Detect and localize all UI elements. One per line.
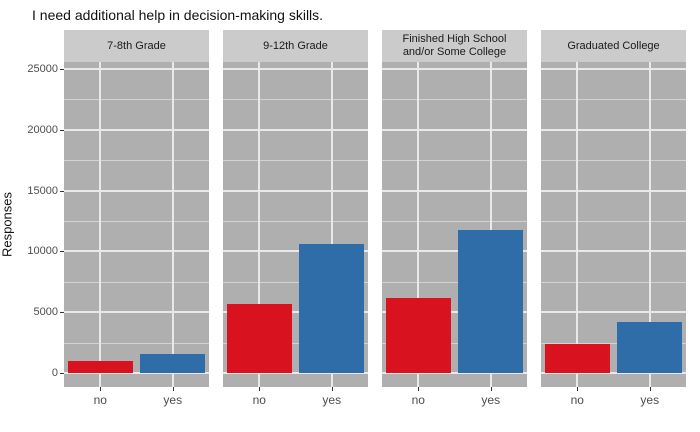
x-tick-label: no	[252, 393, 266, 407]
gridline-minor	[382, 221, 527, 222]
y-tick-label: 10000	[27, 245, 58, 258]
gridline-major	[382, 128, 527, 131]
y-tick-mark	[60, 129, 64, 131]
bar-no	[385, 297, 451, 373]
x-tick-label: no	[411, 393, 425, 407]
facet-panel	[382, 62, 527, 387]
gridline-minor	[382, 99, 527, 101]
gridline-major	[223, 128, 368, 131]
y-tick-label: 15000	[27, 184, 58, 197]
gridline-minor	[223, 281, 368, 283]
y-tick-mark	[60, 251, 64, 253]
gridline-major	[382, 68, 527, 70]
gridline-minor	[64, 221, 209, 222]
gridline-major	[64, 250, 209, 253]
gridline-major	[223, 250, 368, 253]
gridline-vertical	[330, 62, 333, 387]
gridline-minor	[541, 99, 686, 101]
gridline-minor	[382, 281, 527, 283]
gridline-vertical	[648, 62, 651, 387]
gridline-major	[382, 189, 527, 192]
gridline-vertical	[258, 62, 261, 387]
gridline-major	[223, 68, 368, 70]
x-tick-mark	[172, 387, 174, 391]
gridline-minor	[223, 99, 368, 101]
chart-title: I need additional help in decision-makin…	[32, 7, 324, 23]
gridline-minor	[223, 160, 368, 162]
gridline-major	[541, 189, 686, 192]
gridline-vertical	[99, 62, 102, 387]
gridline-major	[64, 311, 209, 314]
bar-no	[544, 343, 610, 373]
bar-no	[226, 303, 292, 373]
gridline-major	[223, 311, 368, 314]
gridline-major	[382, 372, 527, 374]
facet-strip: 9-12th Grade	[223, 30, 368, 62]
gridline-minor	[541, 342, 686, 344]
gridline-major	[541, 372, 686, 374]
gridline-minor	[223, 342, 368, 344]
gridline-minor	[64, 99, 209, 101]
gridline-vertical	[576, 62, 579, 387]
x-tick-label: yes	[640, 393, 660, 407]
y-tick-label: 20000	[27, 123, 58, 136]
gridline-minor	[223, 221, 368, 222]
gridline-major	[64, 372, 209, 374]
x-tick-label: yes	[322, 393, 342, 407]
bar-yes	[140, 353, 206, 373]
x-tick-label: no	[570, 393, 584, 407]
bar-no	[67, 360, 133, 373]
x-tick-mark	[649, 387, 651, 391]
gridline-major	[64, 68, 209, 70]
facet-strip: Finished High School and/or Some College	[382, 30, 527, 62]
y-tick-mark	[60, 69, 64, 70]
x-tick-mark	[490, 387, 492, 391]
gridline-major	[223, 372, 368, 374]
y-tick-label: 25000	[27, 63, 58, 75]
gridline-minor	[541, 221, 686, 222]
gridline-minor	[64, 342, 209, 344]
gridline-minor	[541, 160, 686, 162]
bar-yes	[617, 321, 683, 373]
y-tick-mark	[60, 373, 64, 374]
y-tick-mark	[60, 190, 64, 192]
facet-strip: 7-8th Grade	[64, 30, 209, 62]
facet-panel	[64, 62, 209, 387]
y-tick-label: 0	[51, 367, 58, 379]
facet-panel	[223, 62, 368, 387]
gridline-major	[541, 68, 686, 70]
gridline-major	[64, 189, 209, 192]
y-tick-label: 5000	[33, 306, 58, 319]
gridline-vertical	[489, 62, 492, 387]
gridline-minor	[382, 342, 527, 344]
y-axis-label: Responses	[0, 191, 15, 258]
gridline-major	[541, 128, 686, 131]
x-tick-mark	[577, 387, 579, 391]
x-tick-mark	[418, 387, 420, 391]
gridline-minor	[64, 160, 209, 162]
facet-panel	[541, 62, 686, 387]
gridline-major	[541, 250, 686, 253]
bar-yes	[299, 244, 365, 373]
gridline-major	[382, 250, 527, 253]
gridline-major	[64, 128, 209, 131]
x-tick-label: yes	[481, 393, 501, 407]
x-tick-label: yes	[163, 393, 183, 407]
gridline-minor	[382, 160, 527, 162]
y-tick-mark	[60, 312, 64, 314]
gridline-vertical	[171, 62, 174, 387]
x-tick-label: no	[93, 393, 107, 407]
x-tick-mark	[331, 387, 333, 391]
gridline-vertical	[417, 62, 420, 387]
gridline-major	[223, 189, 368, 192]
facet-strip: Graduated College	[541, 30, 686, 62]
x-tick-mark	[259, 387, 261, 391]
bar-yes	[458, 229, 524, 373]
gridline-minor	[541, 281, 686, 283]
gridline-major	[382, 311, 527, 314]
x-tick-mark	[100, 387, 102, 391]
gridline-minor	[64, 281, 209, 283]
gridline-major	[541, 311, 686, 314]
